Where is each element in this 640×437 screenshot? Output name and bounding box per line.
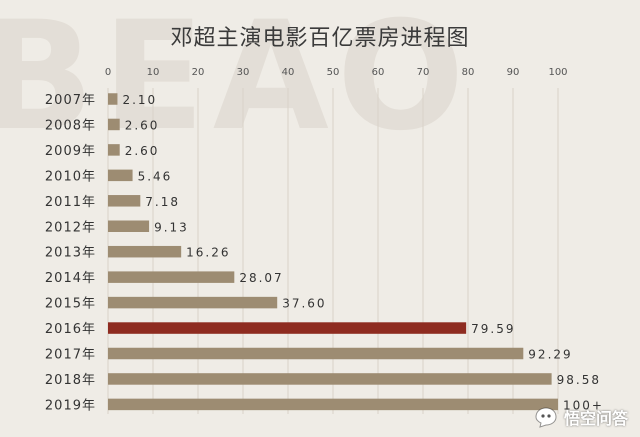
x-tick-label: 30 xyxy=(237,67,250,78)
watermark: 悟空问答 xyxy=(534,405,628,429)
bar xyxy=(108,296,278,309)
bar xyxy=(108,271,235,283)
bar xyxy=(108,118,120,131)
watermark-text: 悟空问答 xyxy=(563,409,628,428)
value-label: 100+ xyxy=(563,398,604,412)
bar xyxy=(108,220,150,232)
category-label: 2018年 xyxy=(45,373,96,388)
bar xyxy=(108,93,118,105)
category-label: 2015年 xyxy=(45,297,96,312)
x-tick-label: 70 xyxy=(417,67,430,78)
category-label: 2017年 xyxy=(45,348,96,363)
category-label: 2014年 xyxy=(45,271,96,286)
value-label: 16.26 xyxy=(186,246,230,260)
bar xyxy=(108,398,558,411)
x-tick-label: 90 xyxy=(507,67,520,78)
bar xyxy=(108,195,141,207)
bar xyxy=(108,245,182,258)
x-tick-label: 50 xyxy=(327,67,340,78)
category-label: 2008年 xyxy=(45,118,96,133)
category-label: 2007年 xyxy=(45,93,96,108)
value-label: 37.60 xyxy=(282,297,326,311)
category-label: 2019年 xyxy=(45,398,96,413)
value-label: 5.46 xyxy=(138,169,173,183)
wukong-logo-icon xyxy=(534,406,558,428)
category-label: 2009年 xyxy=(45,144,96,159)
value-label: 2.60 xyxy=(125,118,160,132)
bar xyxy=(108,144,120,156)
value-label: 98.58 xyxy=(557,373,601,387)
x-tick-label: 40 xyxy=(282,67,295,78)
chart-title: 邓超主演电影百亿票房进程图 xyxy=(170,26,470,51)
category-label: 2016年 xyxy=(45,322,96,337)
x-tick-label: 20 xyxy=(192,67,205,78)
category-label: 2013年 xyxy=(45,246,96,261)
bar xyxy=(108,322,467,334)
value-label: 79.59 xyxy=(471,322,515,336)
x-tick-label: 0 xyxy=(105,67,111,78)
category-label: 2010年 xyxy=(45,169,96,184)
x-tick-label: 10 xyxy=(147,67,160,78)
x-tick-label: 100 xyxy=(548,67,567,78)
value-label: 9.13 xyxy=(154,220,189,234)
category-label: 2012年 xyxy=(45,220,96,235)
x-tick-label: 80 xyxy=(462,67,475,78)
bar xyxy=(108,373,552,385)
value-label: 7.18 xyxy=(145,195,180,209)
x-tick-label: 60 xyxy=(372,67,385,78)
background-watermark-letters: BEAO xyxy=(0,0,473,164)
value-label: 92.29 xyxy=(528,348,572,362)
bar xyxy=(108,169,133,182)
category-label: 2011年 xyxy=(45,195,96,210)
value-label: 2.60 xyxy=(125,144,160,158)
value-label: 28.07 xyxy=(239,271,283,285)
bar xyxy=(108,347,524,360)
value-label: 2.10 xyxy=(122,93,157,107)
